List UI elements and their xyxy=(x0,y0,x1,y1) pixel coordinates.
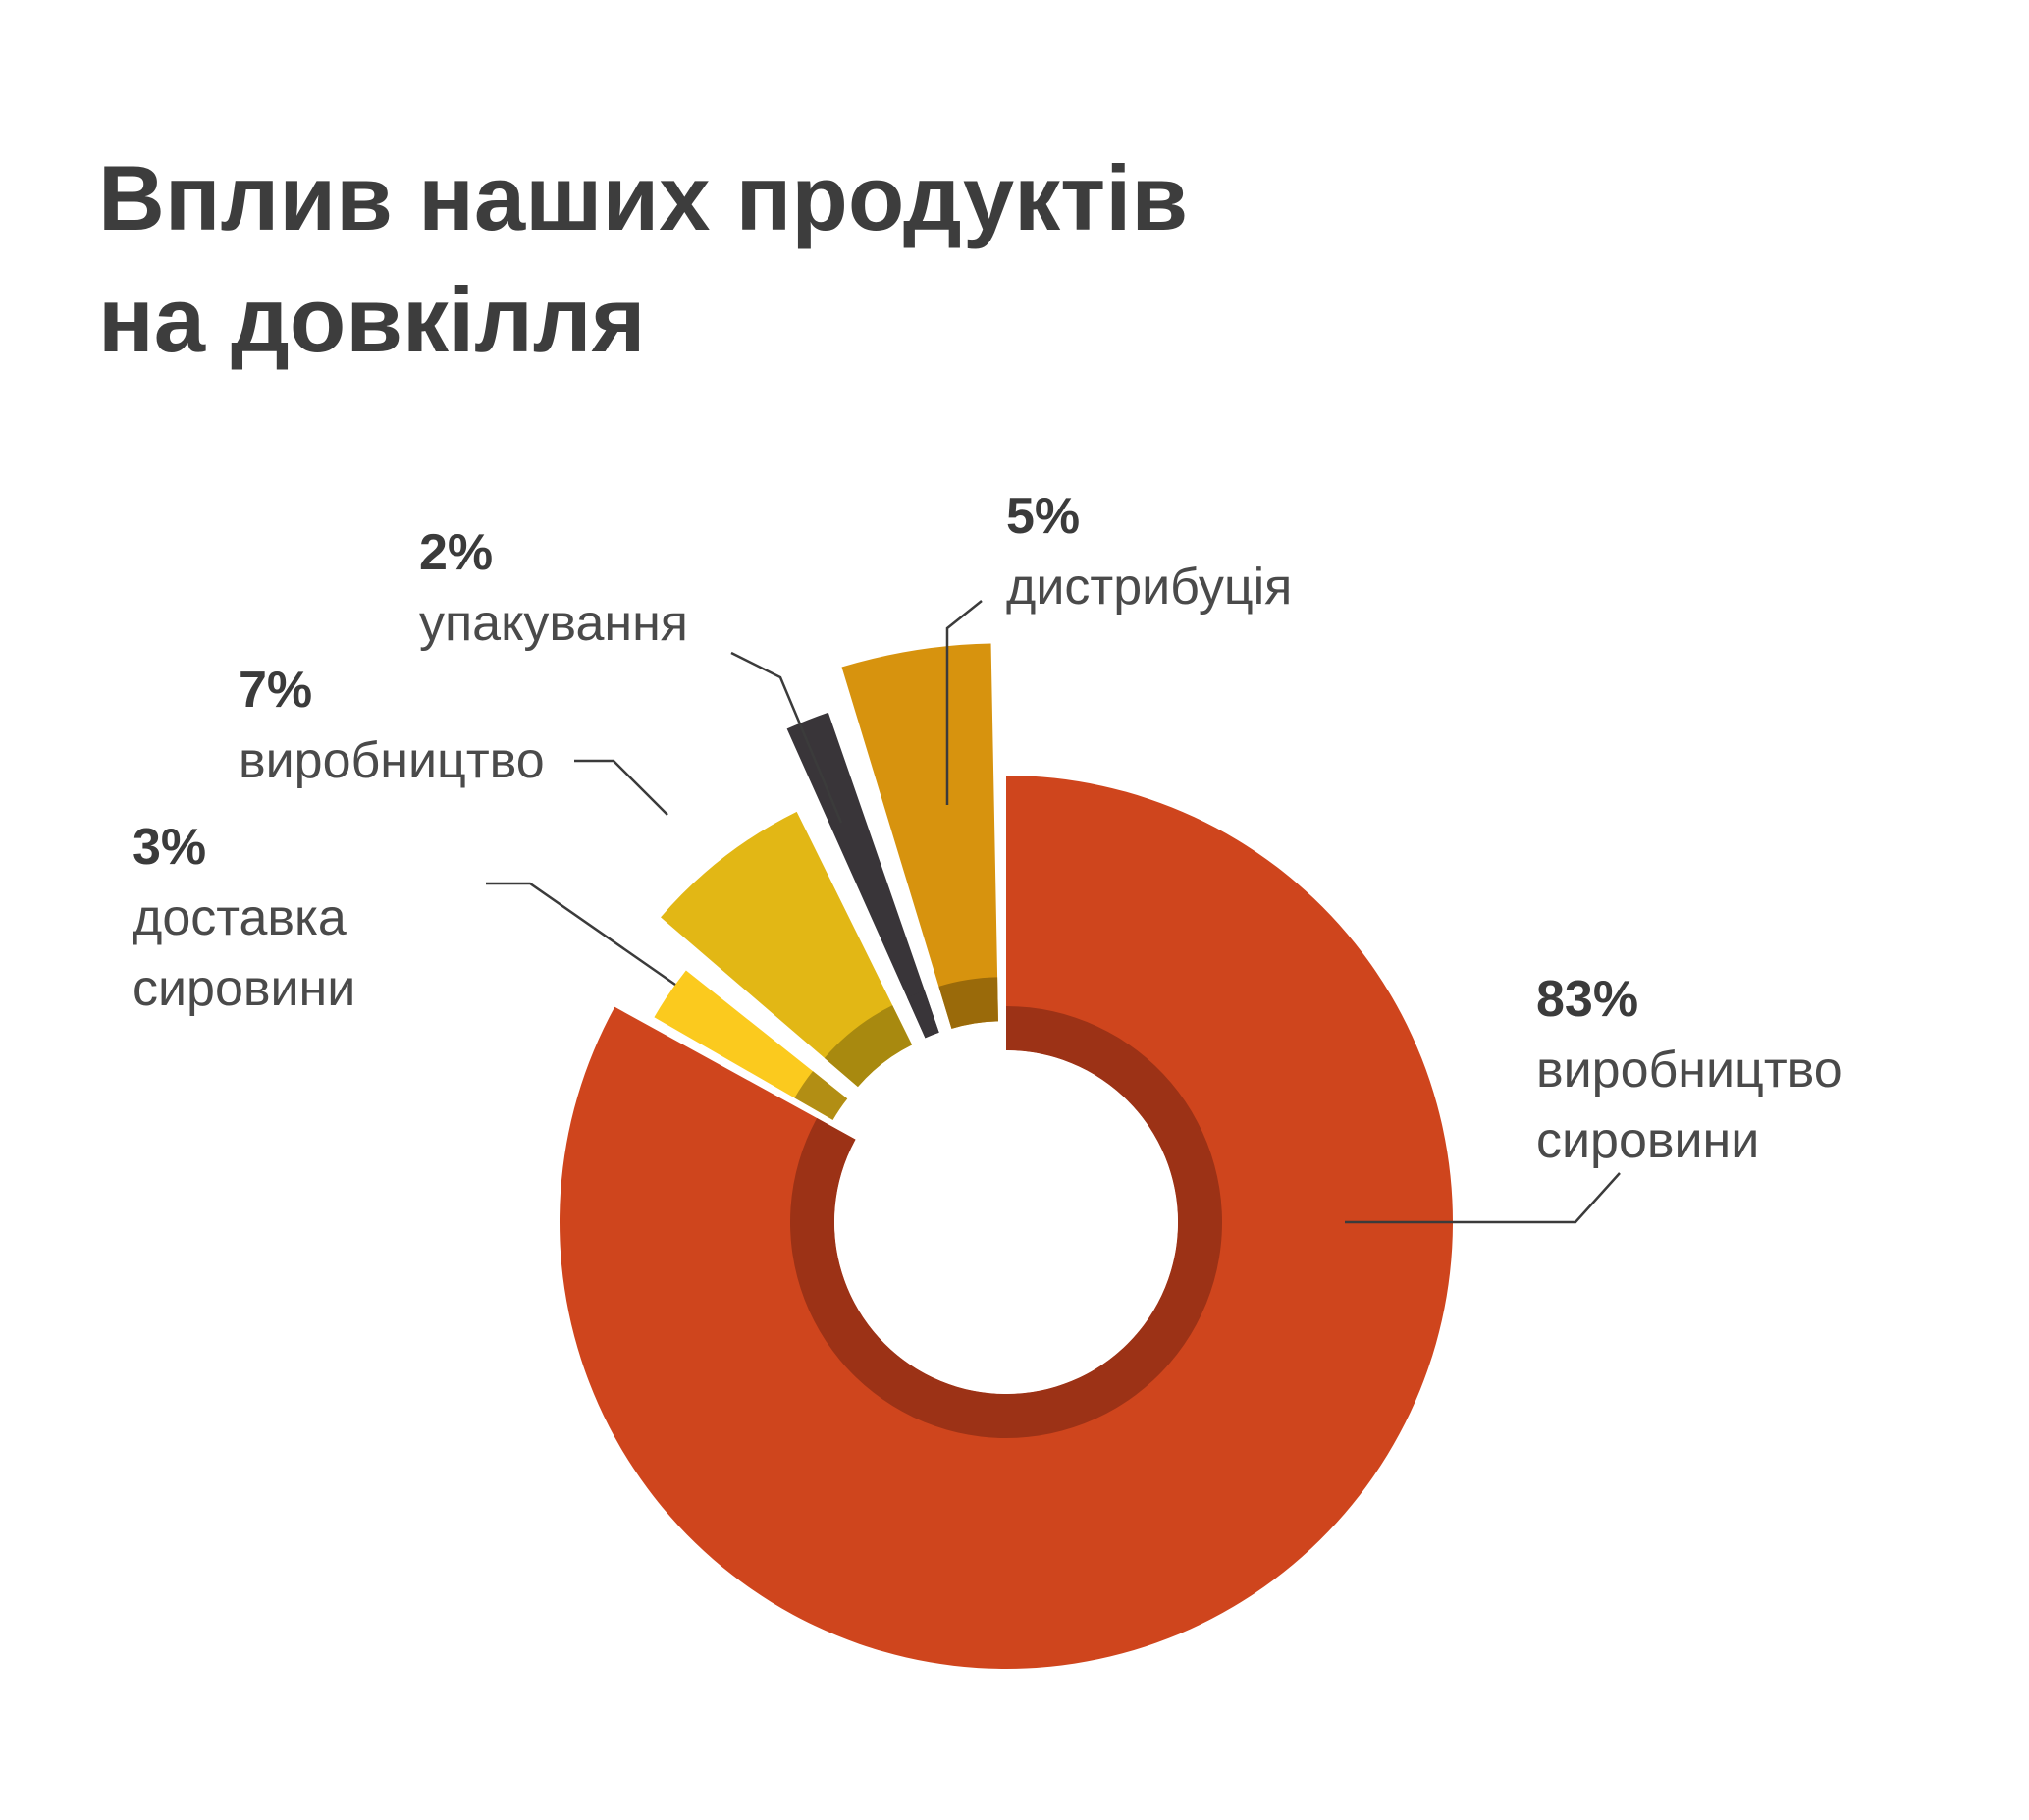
slice-1-outer xyxy=(559,776,1453,1670)
donut-hole xyxy=(834,1050,1178,1394)
chart-title-line-2: на довкілля xyxy=(98,268,646,371)
slice-3-percent: 7% xyxy=(239,662,312,719)
slice-2-leader-line xyxy=(486,882,676,987)
slice-1-label: 83% виробництво сировини xyxy=(1345,971,1842,1224)
slice-5-label: 5% дистрибуція xyxy=(945,488,1292,805)
slice-4-percent: 2% xyxy=(419,524,493,581)
slice-1-percent: 83% xyxy=(1536,971,1638,1028)
slice-4-name-line-1: упакування xyxy=(419,595,688,652)
slice-2-name-line-2: сировини xyxy=(133,960,355,1017)
slice-2-inner-ring xyxy=(794,1071,848,1120)
slice-1-name-line-1: виробництво xyxy=(1536,1042,1842,1098)
slice-1-leader-line xyxy=(1345,1172,1621,1224)
slice-1-name-line-2: сировини xyxy=(1536,1112,1759,1169)
slice-5-name-line-1: дистрибуція xyxy=(1006,559,1292,616)
slice-4-inner-ring xyxy=(907,990,939,1039)
slice-5-leader-line xyxy=(945,600,983,805)
slice-3-leader-line xyxy=(574,759,668,816)
slice-4 xyxy=(786,712,939,1039)
slice-2-outer xyxy=(654,970,848,1120)
slice-3-outer xyxy=(661,811,913,1088)
slice-4-outer xyxy=(786,712,939,1039)
slice-2 xyxy=(654,970,848,1120)
slice-5-percent: 5% xyxy=(1006,488,1080,545)
slice-4-label: 2% упакування xyxy=(419,524,843,824)
slice-4-leader-line xyxy=(730,651,843,824)
slice-5 xyxy=(841,643,998,1029)
chart-title: Вплив наших продуктів на довкілля xyxy=(98,137,1188,381)
slice-5-outer xyxy=(841,643,998,1029)
chart-title-line-1: Вплив наших продуктів xyxy=(98,146,1189,249)
slice-2-label: 3% доставка сировини xyxy=(133,819,676,1017)
slice-3-name-line-1: виробництво xyxy=(239,732,545,789)
slice-5-inner-ring xyxy=(938,977,998,1029)
slice-1 xyxy=(559,776,1453,1670)
slice-2-percent: 3% xyxy=(133,819,206,876)
slice-3-inner-ring xyxy=(824,1005,913,1088)
slice-3 xyxy=(661,811,913,1088)
slice-3-label: 7% виробництво xyxy=(239,662,668,816)
slice-2-name-line-1: доставка xyxy=(133,889,347,946)
